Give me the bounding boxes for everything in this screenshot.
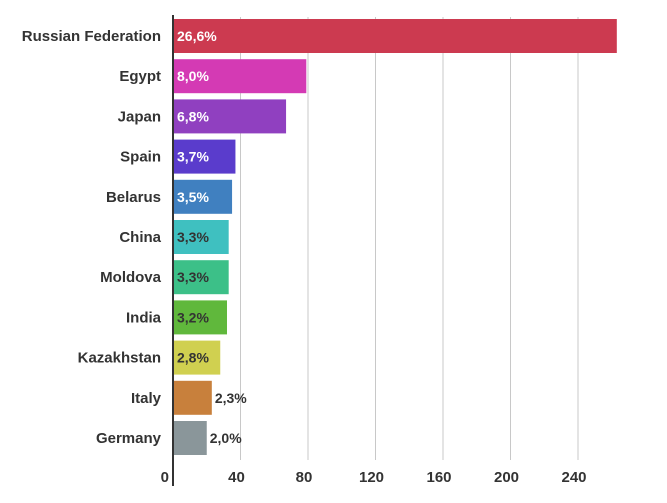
x-axis-tick-labels: 0 40 80 120 160 200 240 bbox=[161, 469, 587, 486]
bar bbox=[173, 19, 617, 53]
bar bbox=[173, 99, 287, 134]
category-label: Italy bbox=[131, 390, 162, 407]
bar bbox=[173, 179, 233, 214]
bar bbox=[173, 300, 227, 335]
bars: 26,6% 8,0% 6,8% 3,7% 3,5% 3,3% 3,3% 3,2% 2,8% 2,3… bbox=[173, 19, 617, 455]
category-labels: Russian Federation Egypt Japan Spain Belarus… bbox=[22, 28, 162, 447]
x-tick-label: 240 bbox=[561, 469, 586, 486]
bar bbox=[173, 260, 229, 295]
category-label: Germany bbox=[96, 430, 162, 447]
category-label: Belarus bbox=[106, 189, 161, 206]
data-label: 2,8% bbox=[177, 350, 209, 366]
category-label: Moldova bbox=[100, 269, 161, 286]
data-label: 3,5% bbox=[177, 189, 209, 205]
data-label: 3,7% bbox=[177, 149, 209, 165]
x-tick-label: 0 bbox=[161, 469, 169, 486]
data-label: 2,0% bbox=[210, 430, 242, 446]
data-label: 3,3% bbox=[177, 229, 209, 245]
x-tick-label: 40 bbox=[228, 469, 245, 486]
data-label: 26,6% bbox=[177, 28, 217, 44]
x-tick-label: 160 bbox=[426, 469, 451, 486]
data-label: 3,2% bbox=[177, 309, 209, 325]
x-tick-label: 120 bbox=[359, 469, 384, 486]
grid bbox=[240, 17, 579, 460]
data-label: 6,8% bbox=[177, 108, 209, 124]
bar bbox=[173, 220, 229, 254]
category-label: Russian Federation bbox=[22, 28, 161, 45]
bar bbox=[173, 340, 221, 375]
data-label: 8,0% bbox=[177, 68, 209, 84]
category-label: China bbox=[119, 229, 161, 246]
bar bbox=[173, 59, 307, 94]
category-label: Japan bbox=[118, 108, 161, 125]
x-tick-label: 200 bbox=[494, 469, 519, 486]
category-label: Kazakhstan bbox=[78, 350, 161, 367]
data-label: 2,3% bbox=[215, 390, 247, 406]
data-label: 3,3% bbox=[177, 269, 209, 285]
x-tick-label: 80 bbox=[296, 469, 313, 486]
bar bbox=[173, 139, 236, 174]
category-label: Spain bbox=[120, 149, 161, 166]
category-label: Egypt bbox=[119, 68, 161, 85]
bar bbox=[173, 421, 207, 455]
bar bbox=[173, 380, 212, 415]
category-label: India bbox=[126, 309, 162, 326]
